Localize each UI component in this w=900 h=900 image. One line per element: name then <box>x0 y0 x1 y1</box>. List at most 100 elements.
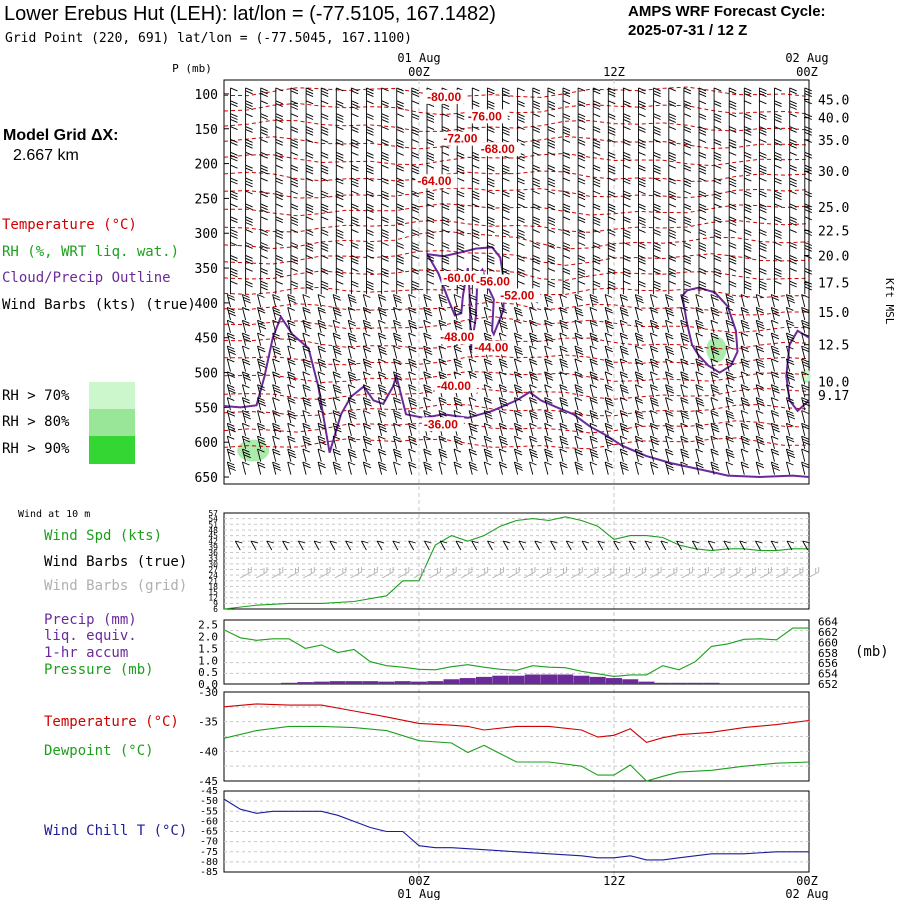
wind-barb <box>332 319 341 333</box>
wind-barb <box>634 435 644 449</box>
wind-barb <box>638 100 646 114</box>
wind-barb <box>317 306 326 321</box>
wind-barb <box>649 410 658 424</box>
wind-barb <box>710 410 719 424</box>
wind-barb-grid <box>255 567 268 579</box>
wind-barb <box>377 448 387 462</box>
wind-barb <box>366 113 374 127</box>
isotherm-label-bg <box>465 109 508 124</box>
wind-barb <box>230 87 238 101</box>
wind-barb <box>547 87 556 101</box>
wind-barb <box>302 384 311 398</box>
wind-barb <box>468 422 478 437</box>
wind-barb <box>438 397 447 411</box>
wind-barb <box>335 113 344 127</box>
precip-bar <box>492 675 509 684</box>
wind-barb <box>680 358 689 372</box>
wind-barb-grid <box>492 567 504 579</box>
wind-barb <box>622 229 631 243</box>
wind-barb <box>411 126 419 140</box>
wind-barb <box>377 397 386 411</box>
wind-barb <box>710 397 719 411</box>
wind-barb <box>622 177 631 192</box>
wind-barb <box>241 319 251 333</box>
wind-barb-true <box>518 540 527 551</box>
wind-barb-true <box>424 540 432 551</box>
wind-barb <box>547 190 556 204</box>
wind-barb <box>275 138 283 153</box>
wind-barb <box>728 280 737 295</box>
wind-barb <box>544 410 554 424</box>
wind-barb <box>577 126 586 140</box>
wind-barb <box>544 397 553 411</box>
wind-barb <box>335 216 344 230</box>
wind-barb <box>230 216 238 230</box>
rh-area <box>237 439 270 462</box>
wind-barb <box>532 203 540 217</box>
wind-barb <box>713 87 722 101</box>
wind-barb <box>592 229 601 243</box>
wind-barb <box>423 306 433 321</box>
wind-barb <box>456 190 465 204</box>
wind-barb <box>245 151 253 166</box>
wind-barb <box>589 384 598 398</box>
wind-barb <box>513 435 522 449</box>
wind-barb <box>381 138 389 153</box>
wind-barb <box>441 254 450 269</box>
wind-barb <box>607 229 616 243</box>
wind-barb <box>272 422 282 437</box>
wind-barb <box>804 113 812 127</box>
wind-barb <box>665 294 674 308</box>
wind-barb <box>562 177 571 192</box>
wind-barb <box>317 461 326 475</box>
wind-barb <box>653 267 661 282</box>
wind-barb <box>408 294 416 308</box>
wind-barb <box>604 345 613 359</box>
wind-barb <box>740 319 750 333</box>
wind-barb <box>695 448 703 462</box>
wind-barb <box>713 280 722 295</box>
wind-barb <box>740 306 749 321</box>
isotherm-label: -56.00 <box>476 274 510 288</box>
wind-barb <box>770 461 780 475</box>
wind-barb <box>743 87 752 101</box>
wind-barb <box>226 358 235 372</box>
wind-barb <box>290 254 299 269</box>
wind-barb <box>653 254 661 269</box>
wind-barb <box>559 306 568 321</box>
wind-barb <box>649 448 658 462</box>
wind-barb <box>275 113 283 127</box>
cloud-outline <box>681 286 739 374</box>
wind-barb <box>320 151 329 166</box>
wind-barb <box>668 164 676 179</box>
wind-barb-true <box>297 540 306 551</box>
wind-barb <box>362 448 371 462</box>
wind-barb <box>758 113 767 127</box>
wind-barb-true <box>266 540 274 551</box>
wind-barb <box>260 151 268 166</box>
wind-barb <box>245 190 253 204</box>
wind-barb <box>335 100 344 114</box>
wind-barb <box>350 229 359 243</box>
wind-barb <box>622 242 631 256</box>
pressure-tick-label: 350 <box>195 262 218 277</box>
precip-bar <box>329 681 346 684</box>
wind-barb-true <box>723 540 732 551</box>
wind-barb-grid <box>760 567 772 579</box>
wind-tick-label: 15 <box>208 588 218 597</box>
wind-barb <box>230 267 238 282</box>
wind-barb <box>529 448 539 462</box>
wind-barb <box>513 319 522 333</box>
wind-barb <box>562 138 571 153</box>
wind-barb <box>335 126 344 140</box>
wind-barb <box>683 126 692 140</box>
wind-barb <box>713 164 722 179</box>
wind-barb <box>302 422 311 437</box>
wind-barb <box>230 242 238 256</box>
isotherm-label-bg <box>425 89 468 104</box>
wind-barb <box>335 151 344 166</box>
wind-barb <box>486 254 495 269</box>
wind-barb <box>668 229 676 243</box>
wind-barb <box>789 203 797 217</box>
temp-tick-label: -40 <box>198 745 218 758</box>
